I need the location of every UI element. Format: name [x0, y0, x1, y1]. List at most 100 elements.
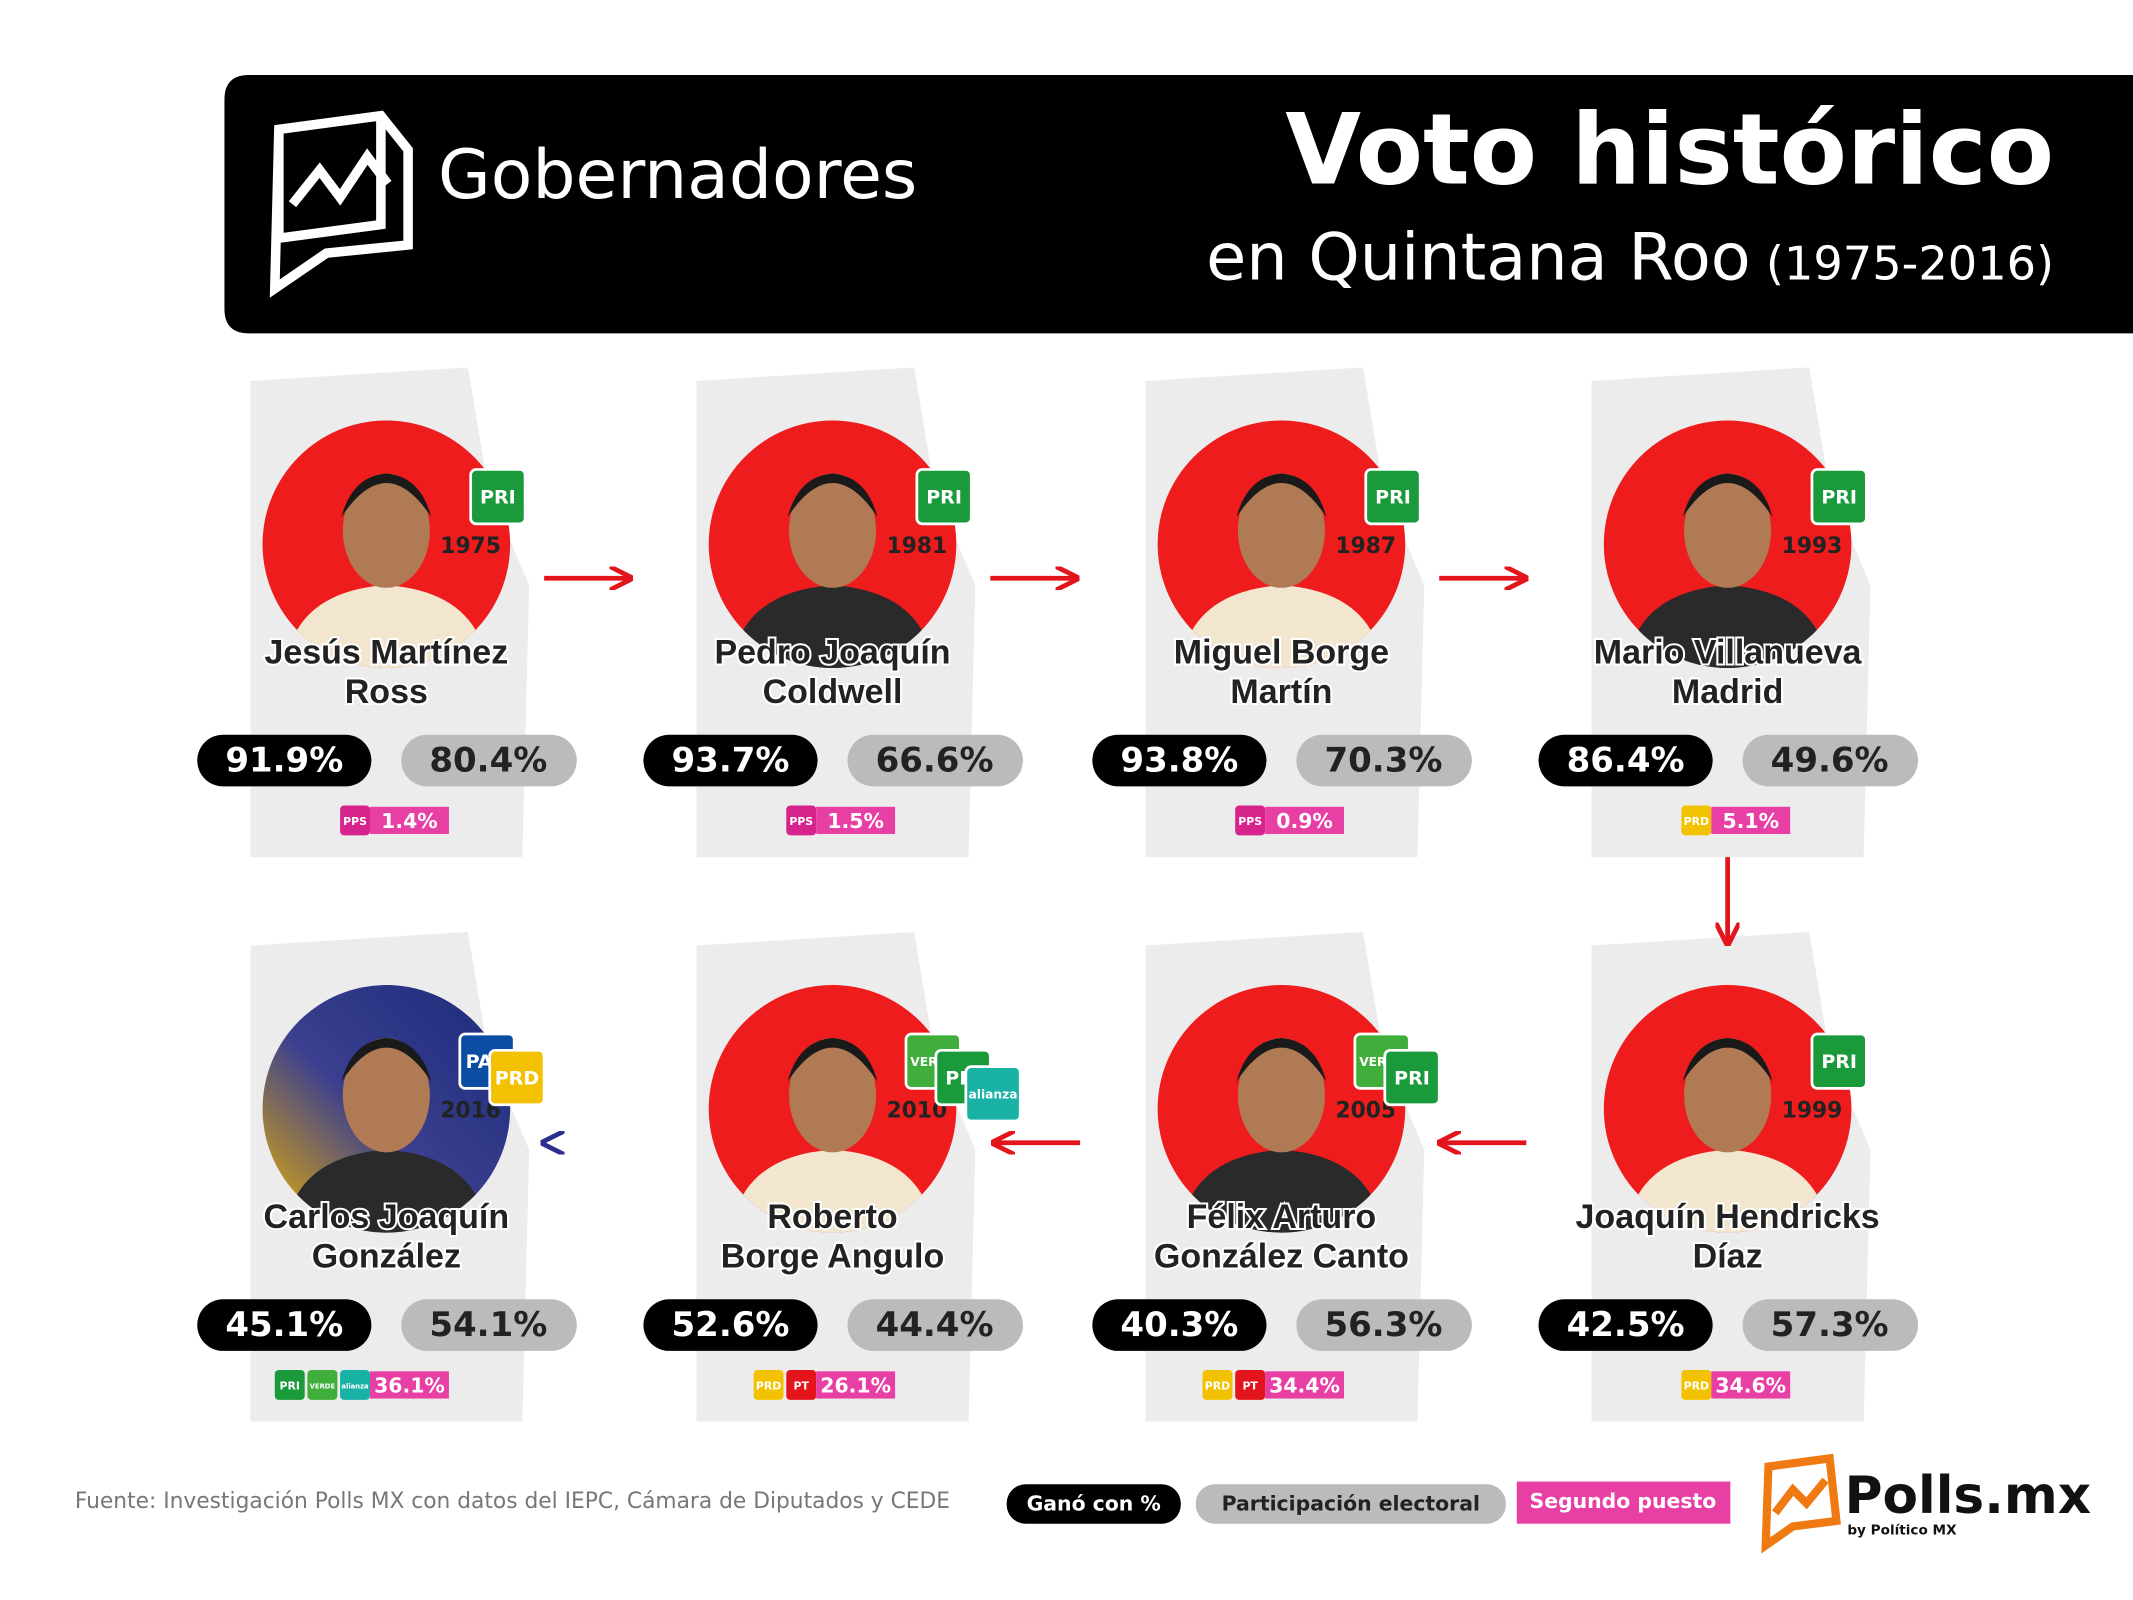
won-pill — [1538, 734, 1713, 787]
turnout-pill — [1296, 734, 1472, 787]
photo — [730, 1038, 935, 1233]
second-party: PT — [794, 1379, 810, 1392]
header-bar — [224, 74, 2133, 334]
name: Jesús Martínez — [264, 633, 508, 671]
name: Coldwell — [763, 673, 903, 711]
photo — [284, 1038, 489, 1233]
second-party: PRD — [1684, 1379, 1709, 1392]
second-badge — [753, 1369, 784, 1400]
second-box — [1265, 806, 1345, 835]
second-badge — [786, 1369, 817, 1400]
face — [342, 1038, 430, 1153]
second-share: 1.5% — [827, 809, 884, 833]
body — [284, 585, 489, 669]
legend-swatch — [1516, 1481, 1731, 1524]
name: Carlos Joaquín — [264, 1198, 510, 1236]
party-label: PRI — [1821, 1051, 1857, 1073]
face — [788, 473, 877, 588]
won: 93.8% — [1120, 740, 1238, 780]
turnout-pill — [401, 734, 577, 787]
body — [730, 585, 935, 669]
second-badge — [274, 1369, 305, 1400]
second-box — [1265, 1371, 1345, 1399]
turnout-pill — [847, 1299, 1023, 1351]
name: Joaquín Hendricks — [1576, 1198, 1880, 1236]
won: 93.7% — [672, 740, 790, 780]
face — [342, 473, 430, 588]
won-pill — [197, 734, 372, 787]
legend-label: Participación electoral — [1222, 1492, 1480, 1516]
party-badge — [915, 468, 973, 526]
name: Ross — [345, 673, 428, 711]
face — [788, 1038, 877, 1153]
second-party: PPS — [1238, 815, 1262, 828]
second-share: 26.1% — [820, 1373, 891, 1397]
party-badge — [1810, 468, 1868, 526]
second-party: PPS — [343, 815, 367, 828]
second-share: 5.1% — [1722, 809, 1779, 833]
second-party: PRD — [756, 1379, 781, 1392]
turnout: 80.4% — [429, 740, 547, 780]
photo — [1625, 1038, 1830, 1233]
arrows — [544, 578, 1727, 1143]
party-badge — [964, 1065, 1022, 1123]
name: Borge Angulo — [721, 1237, 944, 1275]
turnout: 66.6% — [876, 740, 994, 780]
source: Fuente: Investigación Polls MX con datos… — [75, 1489, 950, 1514]
brand-icon — [1761, 1453, 1841, 1554]
second-share: 34.4% — [1269, 1373, 1340, 1397]
section-title: Gobernadores — [438, 136, 917, 215]
hair — [341, 473, 432, 518]
second-box — [816, 806, 896, 835]
year: 1981 — [887, 534, 948, 559]
won: 40.3% — [1120, 1305, 1238, 1345]
won-pill — [1092, 734, 1267, 787]
turnout: 57.3% — [1771, 1305, 1889, 1345]
won: 45.1% — [225, 1305, 343, 1345]
second-box — [370, 1371, 449, 1399]
turnout-pill — [401, 1299, 577, 1351]
body — [284, 1149, 489, 1233]
party-badge — [1364, 468, 1422, 526]
second-badge — [340, 1369, 371, 1400]
photo — [1179, 1038, 1384, 1233]
photo — [1179, 473, 1384, 669]
second-badge — [1202, 1369, 1233, 1400]
turnout: 70.3% — [1324, 740, 1442, 780]
brand-sub: by Político MX — [1847, 1522, 1957, 1538]
turnout-pill — [1296, 1299, 1472, 1351]
hair — [1682, 1038, 1773, 1082]
party-badge — [488, 1048, 546, 1107]
legend-swatch — [1195, 1484, 1506, 1524]
title: Voto histórico — [1285, 93, 2054, 207]
won-pill — [197, 1299, 372, 1351]
second-party: PRD — [1205, 1379, 1230, 1392]
party-badge — [1810, 1032, 1868, 1090]
won: 52.6% — [672, 1305, 790, 1345]
turnout-pill — [1742, 734, 1919, 787]
party-badge — [469, 468, 527, 526]
party-label: PRI — [480, 487, 516, 509]
won-pill — [643, 734, 818, 787]
turnout-pill — [1742, 1299, 1919, 1351]
party-label: PRI — [926, 487, 962, 509]
name: Roberto — [767, 1198, 897, 1236]
name: Díaz — [1693, 1237, 1763, 1275]
second-party: PT — [1242, 1379, 1258, 1392]
second-share: 0.9% — [1276, 809, 1333, 833]
year: 1993 — [1782, 534, 1843, 559]
party-label: PRI — [1394, 1067, 1430, 1089]
second-box — [816, 1371, 896, 1399]
second-badge — [307, 1369, 338, 1400]
face — [1237, 473, 1325, 588]
subtitle: en Quintana Roo — [1206, 219, 1751, 295]
name: Madrid — [1672, 673, 1783, 711]
year: 1987 — [1335, 534, 1396, 559]
second-party: PPS — [789, 815, 813, 828]
second-party: PRD — [1684, 815, 1709, 828]
turnout: 49.6% — [1771, 740, 1889, 780]
